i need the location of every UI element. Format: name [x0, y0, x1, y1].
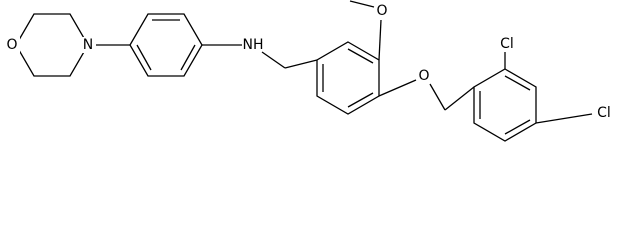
benzene-ring	[473, 68, 537, 142]
double-bond	[347, 48, 374, 64]
double-bond	[347, 92, 374, 108]
atom-labels: O N NH O O Cl Cl	[5, 3, 611, 121]
atom-label: N	[83, 37, 93, 53]
bond	[535, 113, 593, 124]
bond	[429, 83, 446, 111]
bonds	[15, 0, 593, 142]
bond	[444, 86, 475, 111]
double-bond	[504, 75, 531, 91]
bond	[261, 51, 286, 69]
bond	[378, 79, 417, 97]
bond	[284, 59, 318, 69]
atom-label: O	[418, 68, 429, 84]
double-bond	[504, 119, 531, 135]
benzene-ring	[129, 13, 203, 77]
atom-label: Cl	[500, 36, 514, 52]
structure: O N NH O O Cl Cl	[5, 0, 611, 142]
benzene-ring	[316, 41, 380, 115]
bond	[378, 19, 382, 61]
atom-label: NH	[243, 37, 264, 53]
double-bond	[136, 44, 152, 71]
atom-label: O	[376, 3, 387, 19]
atom-label: O	[6, 37, 17, 53]
double-bond	[180, 44, 196, 71]
morpholine-ring	[15, 13, 89, 77]
bond	[349, 0, 375, 8]
atom-label: Cl	[597, 105, 611, 121]
